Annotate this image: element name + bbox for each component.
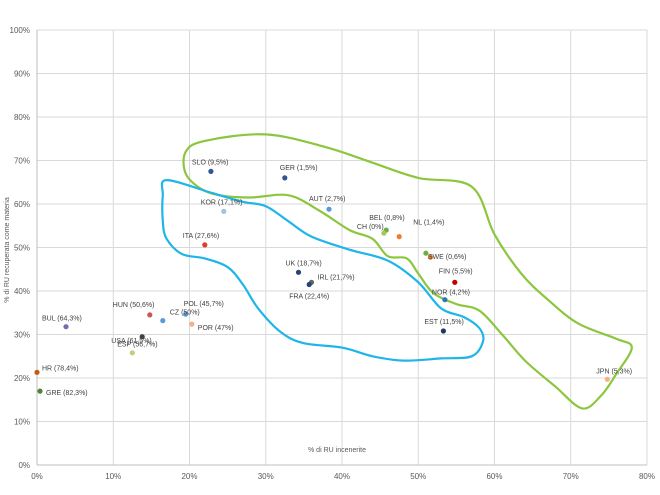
point-label-nor-4-2: NOR (4,2%): [432, 290, 470, 297]
point-gre-82-3: [37, 388, 43, 394]
point-point: [427, 254, 433, 260]
y-tick-label: 90%: [14, 70, 30, 79]
point-label-jpn-5-3: JPN (5,3%): [596, 368, 632, 375]
point-label-cz-50: CZ (50%): [170, 310, 200, 317]
y-tick-label: 70%: [14, 157, 30, 166]
point-pol-45-7: [183, 311, 189, 317]
cluster-outline: [160, 179, 485, 362]
data-points: [34, 168, 610, 394]
point-label-ita-27-6: ITA (27,6%): [183, 233, 219, 240]
point-uk-18-7: [295, 269, 302, 275]
point-aut-2-7: [326, 206, 332, 212]
x-tick-label: 70%: [563, 472, 579, 481]
point-cz-50: [160, 318, 166, 324]
point-slo-9-5: [208, 168, 214, 174]
point-hr-78-4: [34, 369, 40, 375]
point-est-11-5: [440, 328, 446, 334]
x-tick-label: 30%: [258, 472, 274, 481]
y-tick-label: 100%: [10, 26, 30, 35]
y-tick-label: 0%: [18, 461, 30, 470]
y-tick-label: 20%: [14, 374, 30, 383]
point-jpn-5-3: [604, 376, 610, 382]
point-label-fin-5-5: FIN (5,5%): [439, 268, 473, 275]
point-label-esp-56-7: ESP (56,7%): [117, 342, 157, 349]
y-tick-label: 80%: [14, 113, 30, 122]
point-fin-5-5: [452, 279, 458, 285]
point-ger-1-5: [282, 175, 288, 181]
cluster-regions: [160, 133, 633, 410]
point-label-est-11-5: EST (11,5%): [424, 319, 463, 326]
point-swe-0-6: [423, 250, 429, 256]
x-tick-label: 0%: [31, 472, 43, 481]
point-label-por-47: POR (47%): [198, 325, 234, 332]
x-tick-label: 60%: [486, 472, 502, 481]
point-esp-56-7: [139, 334, 145, 340]
point-label-usa-61-5: USA (61,5%): [111, 338, 151, 345]
y-tick-label: 40%: [14, 287, 30, 296]
point-label-swe-0-6: SWE (0,6%): [428, 254, 467, 261]
point-label-slo-9-5: SLO (9,5%): [192, 159, 229, 166]
x-axis-label: % di RU incenerite: [308, 447, 366, 454]
y-tick-label: 60%: [14, 200, 30, 209]
point-label-pol-45-7: POL (45,7%): [184, 301, 224, 308]
point-hun-50-6: [147, 312, 153, 318]
point-label-nl-1-4: NL (1,4%): [413, 220, 444, 227]
point-label-bel-0-8: BEL (0,8%): [369, 215, 405, 222]
point-nor-4-2: [442, 297, 448, 303]
point-label-hr-78-4: HR (78,4%): [42, 365, 79, 372]
x-tick-label: 80%: [639, 472, 655, 481]
point-label-bul-64-3: BUL (64,3%): [42, 316, 82, 323]
cluster-outline: [182, 133, 633, 410]
y-tick-label: 50%: [14, 244, 30, 253]
point-ch-0: [381, 230, 387, 236]
y-tick-label: 30%: [14, 331, 30, 340]
point-label-uk-18-7: UK (18,7%): [286, 260, 322, 267]
point-fra-22-4: [306, 281, 312, 288]
point-nl-1-4: [396, 234, 402, 240]
x-tick-label: 20%: [181, 472, 197, 481]
point-labels: SLO (9,5%) GER (1,5%) AUT (2,7%) BEL (0,8%)…: [42, 159, 632, 397]
point-usa-61-5: [129, 350, 135, 356]
x-tick-label: 10%: [105, 472, 121, 481]
point-por-47: [189, 321, 195, 327]
point-label-aut-2-7: AUT (2,7%): [309, 196, 345, 203]
x-tick-label: 50%: [410, 472, 426, 481]
point-bul-64-3: [63, 324, 69, 330]
point-label-hun-50-6: HUN (50,6%): [113, 302, 155, 309]
y-axis-label: % di RU recuperata come materia: [4, 197, 11, 303]
x-tick-label: 40%: [334, 472, 350, 481]
point-label-fra-22-4: FRA (22,4%): [289, 294, 329, 301]
point-label-ger-1-5: GER (1,5%): [280, 165, 318, 172]
point-ita-27-6: [202, 242, 208, 248]
point-label-irl-21-7: IRL (21,7%): [318, 274, 355, 281]
point-kor-17-1: [221, 208, 227, 214]
y-tick-label: 10%: [14, 418, 30, 427]
axes: 0% 10% 20% 30% 40% 50% 60% 70% 80% 90% 100% 0% 10% 20…: [10, 26, 655, 481]
point-label-kor-17-1: KOR (17,1%): [201, 199, 243, 206]
point-label-gre-82-3: GRE (82,3%): [46, 390, 88, 397]
point-label-ch-0: CH (0%): [357, 224, 384, 231]
